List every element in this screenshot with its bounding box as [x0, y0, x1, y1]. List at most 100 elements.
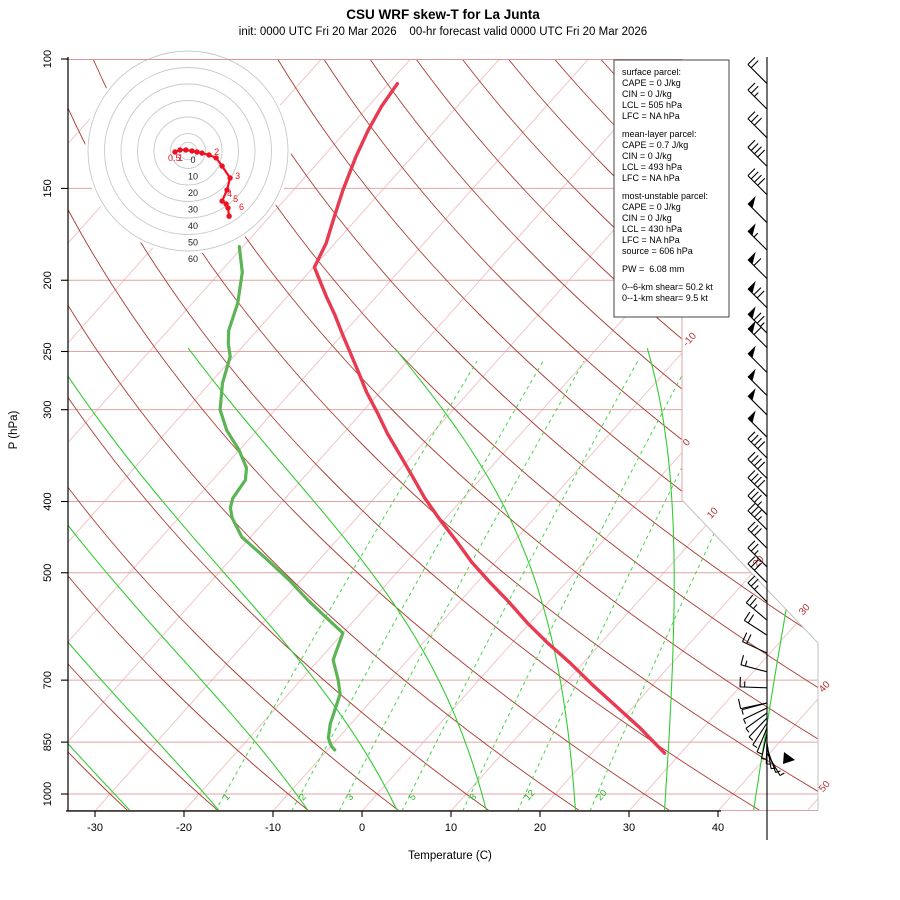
wind-barb [747, 118, 768, 139]
parcel-legend: surface parcel: CAPE = 0 J/kg CIN = 0 J/kg… [613, 59, 730, 318]
hodograph-height-label: 1 [178, 153, 183, 163]
parcel-legend-line: mean-layer parcel: [622, 129, 697, 139]
hodograph-trace-dot [206, 152, 212, 158]
hodograph-ring [170, 133, 206, 169]
wind-barb-tick [740, 655, 745, 665]
mixing-ratio-line [214, 360, 478, 810]
wind-barb-tick [750, 434, 759, 443]
hodograph-ring [120, 83, 256, 219]
wind-barb-tick [742, 632, 748, 642]
wind-barb [745, 602, 768, 621]
mixing-ratio-line [291, 360, 544, 810]
mixing-ratio-label: 3 [344, 792, 356, 803]
x-tick-label: -20 [176, 822, 192, 834]
hodograph-height-label: 6 [239, 202, 244, 212]
wind-barb-fan-tick [756, 751, 762, 755]
wind-barb-fan [766, 752, 781, 776]
wind-barb-tick [747, 111, 756, 120]
wind-barb-tick [754, 476, 762, 485]
parcel-legend-line: CIN = 0 J/kg [622, 89, 672, 99]
isotherm-edge-label: 30 [797, 602, 813, 618]
wind-barb-tick [753, 258, 762, 266]
hodograph-ring-label: 60 [188, 254, 198, 264]
moist-adiabat-line [646, 348, 675, 810]
y-tick-label: 850 [42, 733, 54, 751]
wind-barb-tick [754, 458, 762, 467]
dry-adiabat-line [68, 59, 400, 810]
isotherm-line [68, 59, 678, 810]
wind-barb-tick [750, 455, 759, 463]
dry-adiabat-line [68, 59, 581, 810]
mixing-ratio-line [338, 360, 585, 810]
isotherm-edge-label: 50 [817, 779, 833, 795]
wind-barb-fan-tick [743, 718, 747, 724]
moist-adiabat-line [68, 347, 220, 810]
dry-adiabat-line [461, 59, 818, 810]
hodograph-ring [153, 116, 223, 186]
parcel-legend-line: CAPE = 0.7 J/kg [622, 140, 688, 150]
parcel-legend-line: 0--6-km shear= 50.2 kt [622, 282, 713, 292]
wind-barb [747, 376, 768, 396]
isotherm-line [628, 59, 818, 810]
wind-barb-column [737, 57, 795, 840]
wind-barb-fan-tick [779, 772, 785, 776]
wind-barb-flag [747, 410, 756, 423]
moist-adiabat-line [68, 347, 309, 810]
wind-barb-half-tick [754, 550, 759, 555]
wind-barb-flag [747, 320, 756, 334]
isotherm-edge-label: 10 [705, 505, 721, 521]
x-tick-label: 20 [534, 822, 546, 834]
wind-barb-tick [747, 470, 756, 478]
dry-adiabat-line [277, 59, 818, 810]
temperature-trace [312, 81, 667, 755]
wind-barb-tick [757, 479, 766, 488]
wind-barb-tick [750, 543, 759, 552]
isotherm-line [0, 59, 54, 811]
wind-barb-tick [754, 146, 762, 155]
isotherm-edge-label: 0 [681, 437, 693, 449]
hodograph: 0 10 20 30 40 50 60 0.51 2 34 56 [85, 48, 291, 264]
wind-barb-tick [750, 473, 759, 482]
wind-barb-tick [756, 315, 765, 324]
wind-barb-tick [750, 60, 759, 69]
wind-barb-tick [754, 174, 762, 183]
hodograph-trace-dot [213, 155, 219, 161]
dry-adiabat-line [68, 59, 219, 810]
wind-barb [744, 620, 768, 636]
y-tick-label: 500 [42, 564, 54, 582]
hodograph-height-label: 3 [235, 171, 240, 181]
y-tick-label: 700 [42, 671, 54, 689]
hodograph-ring-label: 40 [188, 221, 198, 231]
wind-barb-tick [747, 139, 756, 148]
wind-barb [747, 582, 768, 603]
isotherm-line [68, 59, 411, 810]
wind-barb-half-tick [744, 660, 748, 667]
wind-barb-tick [747, 57, 756, 65]
hodograph-trace-dot [219, 198, 225, 204]
mixing-ratio-label: 12 [522, 788, 537, 803]
wedge-diagonal-line [681, 499, 819, 644]
wind-barb-tick [747, 431, 756, 440]
wind-barb-tick [750, 506, 759, 515]
wind-barb [747, 328, 768, 349]
hodograph-ring-label: 10 [188, 172, 198, 182]
y-tick-label: 100 [42, 50, 54, 68]
wind-barb-flag [747, 388, 756, 401]
hodograph-height-label: 4 [227, 189, 232, 199]
y-tick-label: 150 [42, 179, 54, 197]
dry-adiabat-line [0, 59, 38, 811]
wind-barb [747, 353, 768, 373]
wind-barb-tick [754, 437, 762, 446]
parcel-legend-line: CAPE = 0 J/kg [622, 202, 681, 212]
wind-barb-fan-tick [761, 757, 767, 761]
isotherm-line [68, 59, 500, 810]
wind-barb-tick [750, 85, 759, 94]
hodograph-ring-label: 0 [190, 155, 195, 165]
isotherm-edge-label: 20 [751, 554, 767, 570]
wind-barb-tick [743, 611, 751, 621]
hodograph-ring [137, 100, 239, 202]
mixing-ratio-label: 8 [468, 792, 480, 803]
isotherm-line [806, 59, 818, 810]
parcel-legend-line: surface parcel: [622, 67, 681, 77]
